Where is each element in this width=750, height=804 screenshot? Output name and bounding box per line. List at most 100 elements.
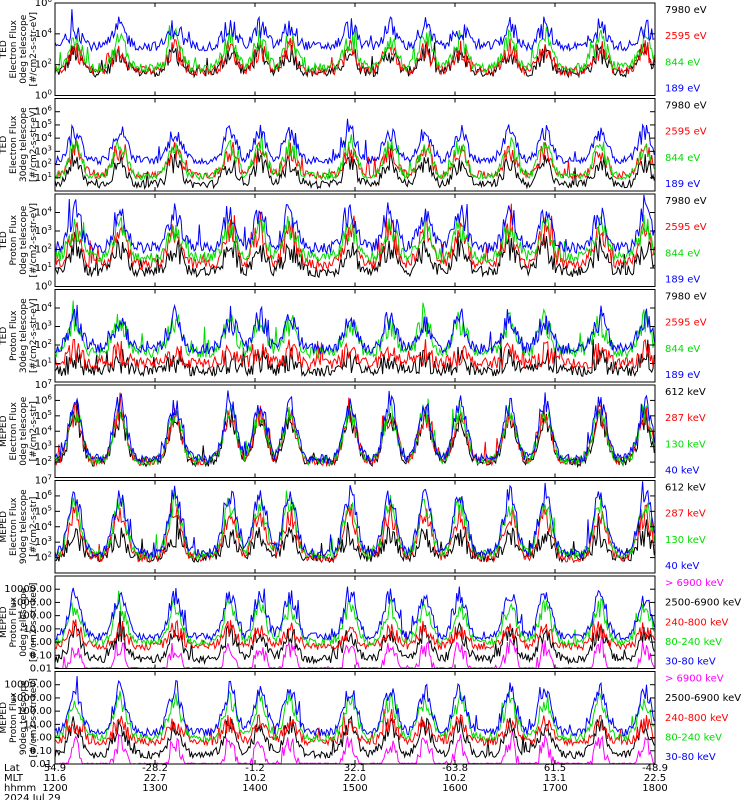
y-axis-label-line: [#/cm2-s-str] [29,497,39,557]
x-tick-label-lat: -28.2 [142,763,168,774]
legend-entry: 189 eV [665,275,700,286]
legend-entry: 80-240 keV [665,732,722,743]
x-tick-label-lat: 32.1 [344,763,366,774]
y-tick-label: 1000.00 [11,597,52,608]
y-axis-label-line: 0deg telescope [19,205,29,275]
x-tick-label-mlt: 22.5 [644,773,666,784]
series-line-blue [54,9,655,53]
legend-entry: 130 keV [665,439,706,450]
y-axis-label-line: 0deg telescope [19,14,29,84]
y-axis-label-line: MEPED [0,606,9,638]
x-tick-label-hhmm: 1600 [442,783,467,794]
series-line-blue [54,390,655,465]
y-axis-label-line: [#/cm2-s-str-eV] [29,298,39,373]
legend-entry: 130 keV [665,535,706,546]
legend-entry: 844 eV [665,57,700,68]
x-tick-label-mlt: 13.1 [544,773,566,784]
y-tick-label: 100.00 [17,706,52,717]
y-axis-label: MEPED Electron Flux 0deg telescope [#/cm2-s… [0,396,39,466]
y-tick-label: 106 [35,0,53,9]
x-tick-label-mlt: 22.7 [144,773,166,784]
y-axis-label-line: 0deg telescope [19,396,29,466]
y-tick-label: 10000.00 [4,680,52,691]
series-line-red [54,392,655,468]
series-line-blue [54,481,655,559]
y-tick-label: 0.10 [30,650,52,661]
y-axis-label-line: [#/cm2-s-str-eV] [29,107,39,182]
y-axis-label-line: [#/cm2-s-str-keV] [29,678,39,757]
y-axis-label-line: 0deg telescope [19,587,29,657]
x-tick-label-mlt: 22.0 [344,773,366,784]
x-tick-label-lat: 54.9 [44,763,66,774]
y-axis-label-line: Electron Flux [9,497,19,556]
legend-entry: 844 eV [665,344,700,355]
series-line-red [54,619,655,652]
legend-entry: 240-800 keV [665,713,729,724]
y-axis-label-line: [#/cm2-s-str] [29,401,39,461]
y-tick-label: 107 [35,474,52,487]
y-tick-label: 10000.00 [4,584,52,595]
series-line-red [54,338,655,370]
y-axis-label: TED Electron Flux 30deg telescope [#/cm2-s-… [0,107,39,182]
series-line-black [54,148,655,190]
x-tick-label-hhmm: 1400 [242,783,267,794]
series-line-blue [54,194,655,255]
series-line-green [54,25,655,74]
legend-entry: 612 keV [665,387,706,398]
legend-entry: 7980 eV [665,292,707,303]
y-axis-label: TED Proton Flux 30deg telescope [#/cm2-s-st… [0,298,39,373]
y-axis-label-line: Proton Flux [9,596,19,647]
axis-row-label: hhmm [4,783,36,794]
legend-entry: 80-240 keV [665,637,722,648]
series-line-red [54,708,655,747]
series-line-black [54,715,655,760]
series-line-black [54,337,655,378]
y-axis-label-line: 30deg telescope [19,298,29,373]
x-tick-label-mlt: 11.6 [44,773,66,784]
y-axis-label: MEPED Proton Flux 0deg telescope [#/cm2-s-s… [0,583,39,662]
y-tick-label: 100 [35,280,52,293]
series-line-green [54,690,655,743]
legend-entry: 2500-6900 keV [665,693,741,704]
series-line-black [54,232,655,279]
y-tick-label: 0.01 [30,664,52,675]
legend-entry: 2595 eV [665,222,707,233]
legend-entry: 7980 eV [665,196,707,207]
legend-entry: 2595 eV [665,318,707,329]
legend-entry: 30-80 keV [665,752,716,763]
legend-entry: 844 eV [665,153,700,164]
series-line-green [54,213,655,264]
y-tick-label: 1000.00 [11,693,52,704]
y-axis-label: MEPED Proton Flux 90deg telescope [#/cm2-s-… [0,678,39,757]
y-tick-label: 0.01 [30,759,52,770]
panel-frame [54,671,656,765]
x-tick-label-hhmm: 1500 [342,783,367,794]
y-tick-label: 100.00 [17,611,52,622]
y-tick-label: 107 [35,378,52,391]
legend-entry: 287 keV [665,509,706,520]
series-line-black [54,610,655,666]
legend-entry: 30-80 keV [665,657,716,668]
y-tick-label: 0.10 [30,746,52,757]
y-axis-label-line: MEPED [0,702,9,734]
y-axis-label-line: Proton Flux [9,214,19,265]
y-tick-label: 100 [35,89,52,102]
legend-entry: > 6900 keV [665,674,724,685]
y-tick-label: 10.00 [23,624,52,635]
y-axis-label-line: MEPED [0,511,9,543]
y-axis-label: TED Proton Flux 0deg telescope [#/cm2-s-str… [0,203,39,278]
legend-entry: 189 eV [665,84,700,95]
legend-entry: 240-800 keV [665,617,729,628]
x-tick-label-hhmm: 1700 [542,783,567,794]
x-tick-label-hhmm: 1300 [142,783,167,794]
y-axis-label-line: Electron Flux [9,19,19,78]
series-line-green [54,590,655,647]
y-axis-label-line: Electron Flux [9,115,19,174]
y-axis-label-line: 90deg telescope [19,489,29,564]
y-axis-label-line: Proton Flux [9,310,19,361]
y-tick-label: 10.00 [23,719,52,730]
